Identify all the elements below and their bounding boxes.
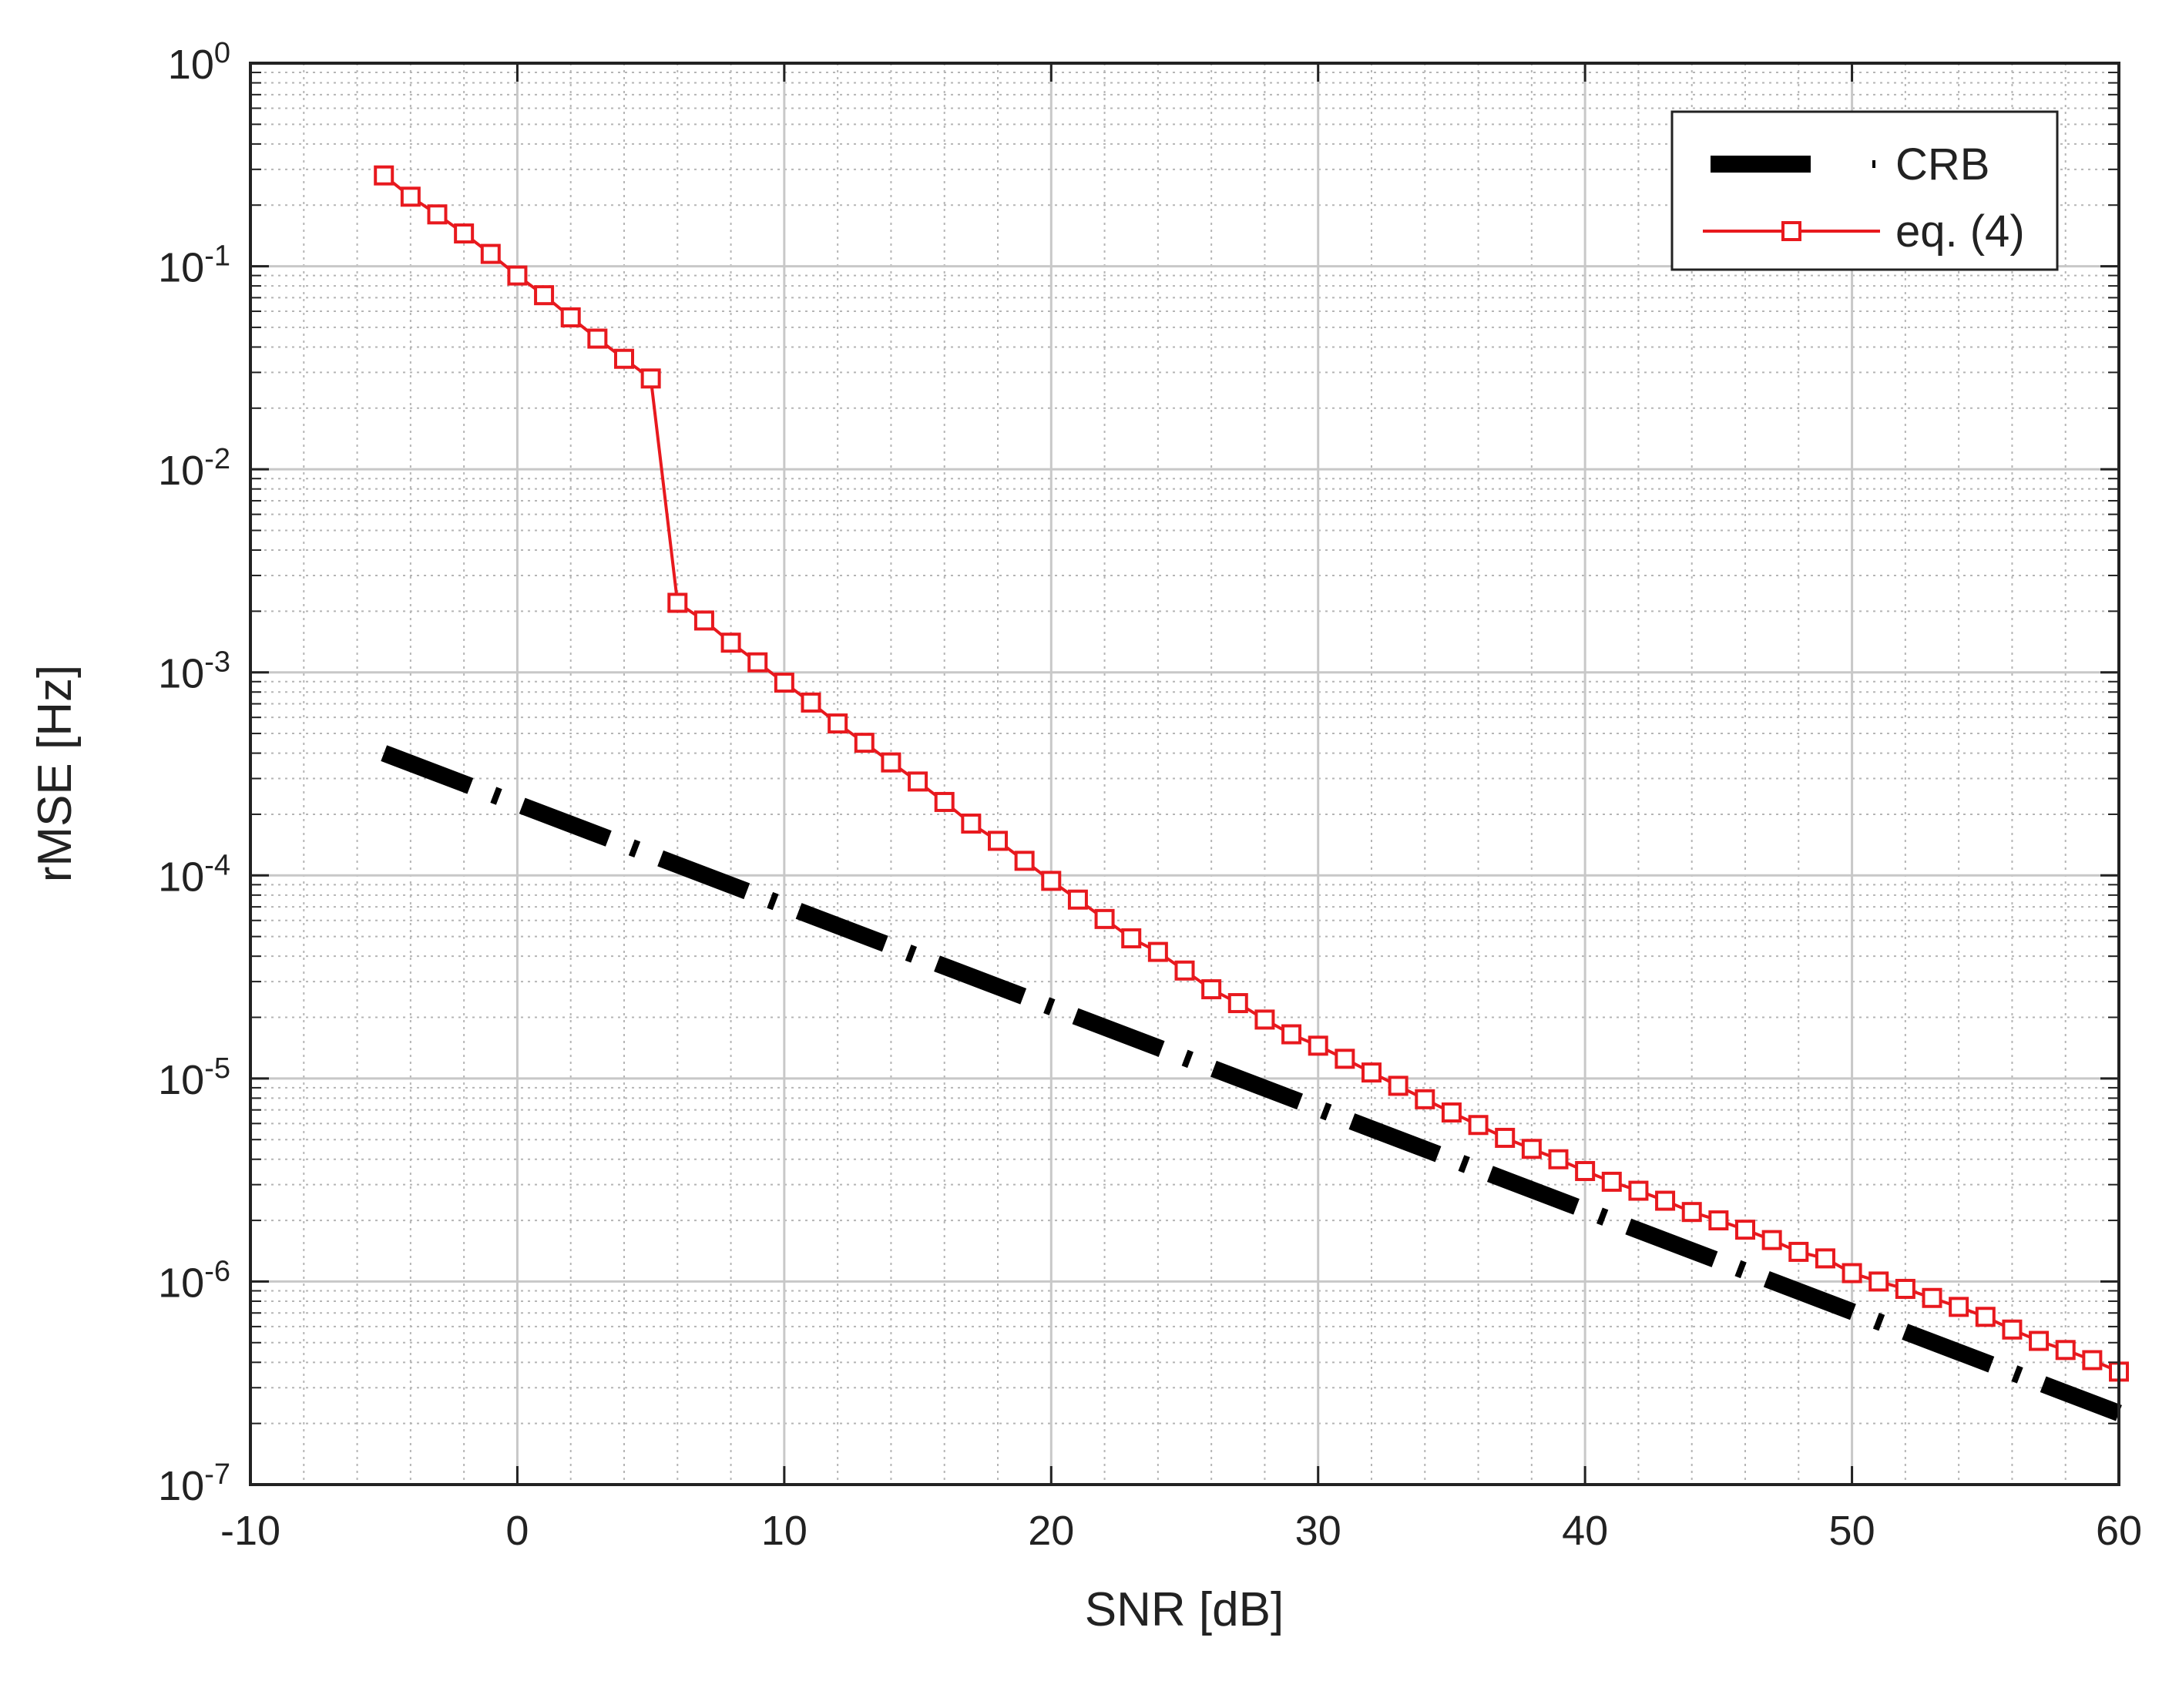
series-point-eq4 [1761, 1230, 1782, 1250]
series-point-eq4 [828, 713, 848, 734]
legend-label-eq4: eq. (4) [1895, 206, 2025, 257]
series-point-eq4 [1147, 941, 1168, 962]
series-point-eq4 [1922, 1287, 1942, 1308]
y-tick-label: 10-4 [158, 849, 230, 900]
series-point-eq4 [801, 692, 821, 713]
series-point-eq4 [1655, 1190, 1676, 1211]
y-tick-label: 10-3 [158, 646, 230, 697]
series-layer [374, 165, 2129, 1421]
x-tick-label: 60 [2096, 1508, 2142, 1554]
series-point-eq4 [1121, 928, 1142, 948]
y-tick-label: 10-7 [158, 1458, 230, 1509]
series-point-eq4 [961, 814, 982, 834]
x-tick-label: 40 [1562, 1508, 1608, 1554]
series-point-eq4 [2029, 1330, 2050, 1351]
y-axis-label: rMSE [Hz] [29, 665, 82, 882]
series-point-eq4 [720, 633, 741, 653]
y-tick-labels: 100 10-1 10-2 10-3 10-4 10-5 10-6 10-7 [158, 37, 230, 1509]
series-point-eq4 [1067, 889, 1088, 910]
series-point-eq4 [534, 285, 555, 306]
series-point-eq4 [1468, 1115, 1489, 1136]
series-point-eq4 [1094, 908, 1115, 929]
series-point-eq4 [1842, 1263, 1862, 1284]
series-point-eq4 [400, 186, 421, 207]
y-tick-label: 10-5 [158, 1052, 230, 1103]
x-tick-label: -10 [220, 1508, 280, 1554]
series-point-eq4 [774, 673, 794, 693]
series-point-eq4 [881, 752, 901, 773]
x-tick-label: 30 [1295, 1508, 1341, 1554]
series-point-eq4 [1335, 1049, 1355, 1069]
plot-area [250, 63, 2119, 1485]
series-point-eq4 [1628, 1180, 1649, 1201]
series-point-eq4 [1361, 1062, 1382, 1083]
legend: CRB eq. (4) [1670, 110, 2059, 271]
legend-marker-eq4 [1781, 221, 1801, 241]
legend-box [1670, 110, 2059, 271]
series-point-eq4 [1174, 960, 1195, 981]
x-tick-label: 10 [761, 1508, 807, 1554]
series-point-eq4 [427, 204, 448, 225]
series-point-eq4 [1308, 1035, 1328, 1056]
series-point-eq4 [1014, 851, 1035, 871]
series-point-eq4 [480, 243, 501, 264]
series-point-eq4 [374, 165, 395, 186]
series-point-eq4 [1227, 993, 1248, 1014]
series-point-eq4 [1495, 1127, 1516, 1148]
series-point-eq4 [693, 610, 714, 631]
series-point-eq4 [2055, 1340, 2076, 1361]
series-point-eq4 [1601, 1171, 1622, 1192]
x-tick-label: 20 [1028, 1508, 1074, 1554]
series-point-eq4 [1521, 1139, 1542, 1159]
series-point-eq4 [1735, 1220, 1755, 1240]
series-point-eq4 [2082, 1350, 2103, 1371]
series-point-eq4 [934, 791, 955, 812]
series-point-eq4 [1388, 1075, 1408, 1096]
series-point-eq4 [667, 592, 688, 613]
series-point-eq4 [1949, 1297, 1969, 1317]
minor-grid [250, 63, 2119, 1485]
series-point-eq4 [1708, 1210, 1729, 1231]
series-point-eq4 [1895, 1278, 1915, 1299]
series-line-crb [381, 745, 2122, 1421]
series-point-eq4 [747, 652, 768, 673]
series-point-eq4 [507, 265, 528, 286]
x-tick-label: 0 [505, 1508, 529, 1554]
series-point-eq4 [614, 348, 634, 369]
x-tick-label: 50 [1829, 1508, 1875, 1554]
series-point-eq4 [1815, 1248, 1835, 1269]
series-point-eq4 [1868, 1271, 1889, 1292]
series-point-eq4 [1415, 1089, 1435, 1109]
series-point-eq4 [1548, 1149, 1569, 1169]
y-tick-label: 10-1 [158, 240, 230, 291]
series-point-eq4 [988, 831, 1008, 851]
legend-label-crb: CRB [1895, 139, 1989, 190]
series-point-eq4 [640, 368, 661, 389]
series-point-eq4 [1788, 1241, 1809, 1262]
y-tick-label: 100 [168, 37, 230, 88]
x-tick-labels: -10 0 10 20 30 40 50 60 [220, 1508, 2142, 1554]
series-point-eq4 [1201, 979, 1222, 1000]
series-point-eq4 [1254, 1009, 1275, 1030]
y-tick-label: 10-6 [158, 1255, 230, 1306]
series-point-eq4 [1041, 871, 1062, 891]
series-point-eq4 [1441, 1102, 1462, 1123]
x-axis-label: SNR [dB] [1085, 1583, 1284, 1636]
series-point-eq4 [1281, 1024, 1302, 1045]
series-point-eq4 [1681, 1202, 1702, 1223]
series-point-eq4 [560, 307, 581, 327]
plot-frame [249, 62, 2120, 1486]
series-point-eq4 [2002, 1319, 2023, 1340]
y-tick-label: 10-2 [158, 443, 230, 494]
series-point-eq4 [1575, 1161, 1596, 1182]
series-point-eq4 [587, 328, 608, 349]
series-point-eq4 [454, 223, 475, 244]
series-point-eq4 [854, 733, 875, 753]
series-point-eq4 [908, 771, 928, 792]
axis-ticks [249, 62, 2120, 1486]
series-point-eq4 [1975, 1307, 1996, 1327]
